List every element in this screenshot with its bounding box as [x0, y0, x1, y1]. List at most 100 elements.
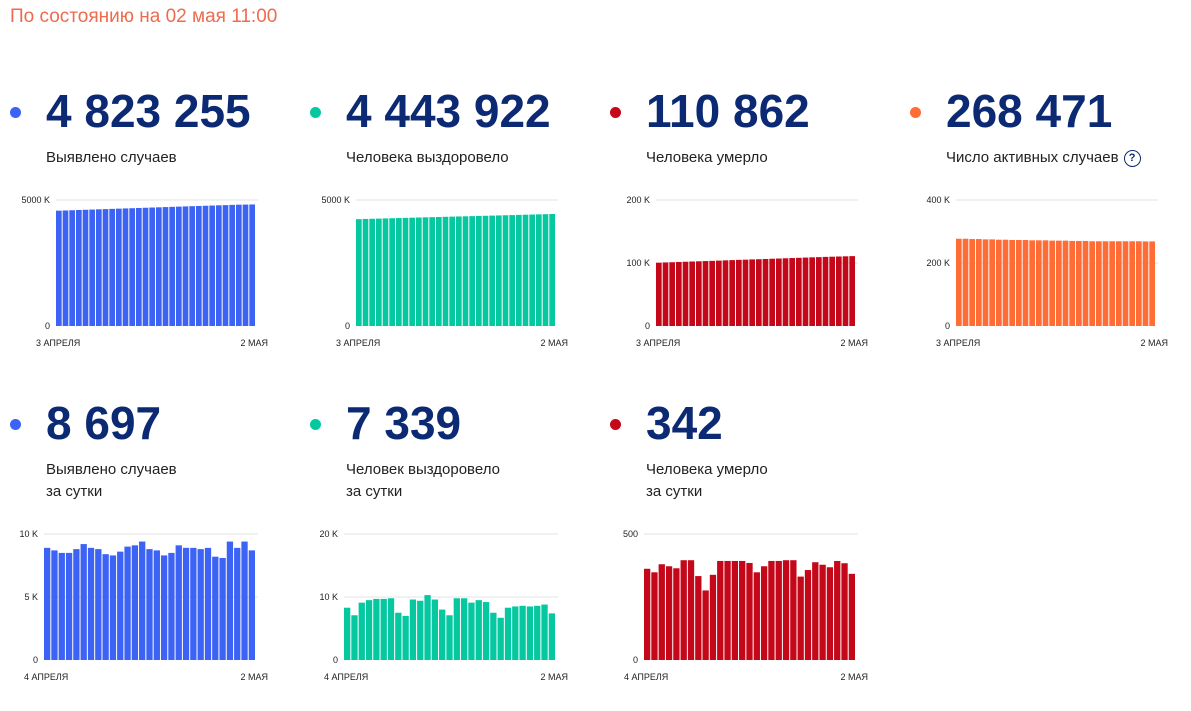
bar: [1089, 241, 1095, 326]
card-label-text: за сутки: [46, 483, 103, 500]
bar: [124, 546, 131, 660]
bar: [956, 238, 962, 326]
bar: [468, 602, 475, 660]
bar: [1022, 240, 1029, 326]
bar: [702, 590, 709, 660]
bar: [709, 260, 715, 326]
x-tick-label-start: 4 АПРЕЛЯ: [324, 672, 368, 682]
bar: [742, 259, 749, 326]
bar: [644, 568, 651, 660]
bar: [460, 598, 468, 660]
bar: [716, 260, 722, 326]
y-tick-label: 20 K: [319, 529, 338, 539]
x-tick-label-start: 3 АПРЕЛЯ: [336, 338, 380, 348]
bar: [212, 556, 219, 660]
bar: [222, 205, 229, 326]
bar: [1096, 241, 1102, 326]
bar: [168, 552, 175, 660]
bar: [1002, 239, 1009, 326]
bar: [682, 261, 689, 326]
y-tick-label: 400 K: [926, 195, 950, 205]
bar: [476, 215, 482, 326]
bar: [826, 567, 834, 660]
bar: [541, 604, 548, 660]
bar: [190, 547, 197, 660]
bar: [209, 205, 215, 326]
bar: [1109, 241, 1115, 326]
bar: [749, 259, 755, 326]
card-label: Человека выздоровело: [346, 147, 509, 169]
card-label-text: Человека умерло: [646, 461, 768, 478]
bar: [673, 568, 680, 660]
card-label: за сутки: [346, 481, 402, 503]
y-tick-label: 10 K: [319, 592, 338, 602]
bar: [69, 210, 75, 326]
bar: [429, 217, 435, 326]
bar: [365, 600, 373, 660]
x-tick-label-start: 3 АПРЕЛЯ: [936, 338, 980, 348]
bar: [122, 208, 129, 326]
bar: [73, 549, 80, 660]
bar: [65, 552, 73, 660]
bar: [58, 552, 65, 660]
chart-daily-recovered: 0 10 K 20 K 4 АПРЕЛЯ 2 МАЯ: [319, 529, 568, 682]
card-label-text: Человек выздоровело: [346, 461, 500, 478]
bar: [756, 259, 762, 326]
bar: [102, 554, 109, 660]
bar: [373, 598, 380, 660]
y-tick-label: 5 K: [24, 592, 38, 602]
bar: [656, 262, 662, 326]
bar: [109, 208, 115, 326]
bar: [819, 564, 826, 660]
bar: [762, 258, 769, 326]
y-tick-label: 200 K: [626, 195, 650, 205]
bar: [416, 217, 422, 326]
bar: [109, 555, 117, 660]
bar: [76, 210, 82, 326]
bar: [1149, 241, 1155, 326]
y-tick-label: 5000 K: [21, 195, 50, 205]
bar: [658, 564, 665, 660]
y-tick-label: 0: [45, 321, 50, 331]
bar: [358, 602, 365, 660]
bar: [422, 217, 429, 326]
y-tick-label: 100 K: [626, 258, 650, 268]
bar: [504, 607, 512, 660]
bar: [202, 205, 209, 326]
bar: [665, 566, 673, 660]
bar: [362, 218, 369, 326]
bar: [789, 258, 795, 326]
card-label-text: за сутки: [646, 483, 703, 500]
bar: [242, 204, 249, 326]
card-label-text: Выявлено случаев: [46, 149, 177, 166]
status-dot: [310, 107, 321, 118]
bar: [548, 613, 555, 660]
bar: [51, 550, 58, 660]
bar: [382, 218, 389, 326]
bar: [95, 549, 102, 660]
bar: [87, 547, 95, 660]
bar: [453, 598, 460, 660]
bar: [402, 615, 409, 660]
total-value: 342: [646, 397, 723, 449]
y-tick-label: 10 K: [19, 529, 38, 539]
bar: [1036, 240, 1042, 326]
bar: [182, 547, 190, 660]
bar: [387, 598, 395, 660]
bar: [248, 550, 255, 660]
bar: [241, 541, 248, 660]
status-dot: [310, 419, 321, 430]
bar: [236, 204, 242, 326]
bar: [709, 574, 717, 660]
bar: [680, 560, 687, 660]
bar: [446, 615, 453, 660]
status-dot: [10, 419, 21, 430]
bar: [376, 218, 382, 326]
help-icon[interactable]: ?: [1123, 150, 1141, 167]
bar: [731, 560, 739, 660]
card-label: Выявлено случаев: [46, 459, 177, 481]
bar: [651, 572, 658, 660]
bar: [976, 239, 982, 326]
bar: [351, 615, 358, 660]
x-tick-label-start: 3 АПРЕЛЯ: [36, 338, 80, 348]
